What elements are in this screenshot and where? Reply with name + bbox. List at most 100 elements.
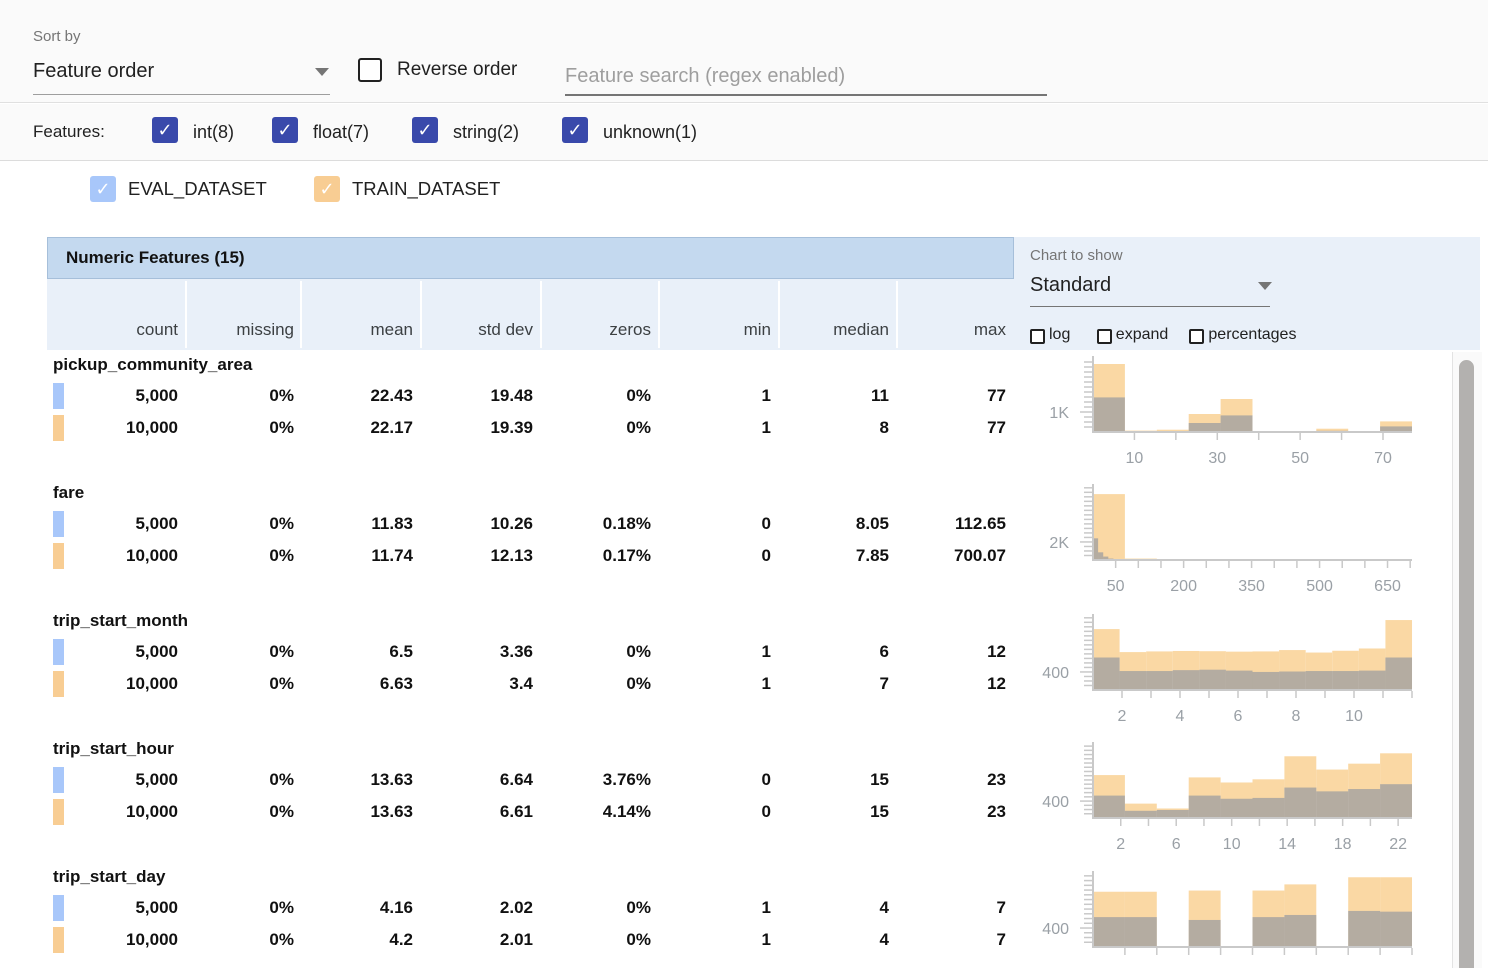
stat-value-mean: 22.17 bbox=[370, 418, 413, 437]
stat-value-missing: 0% bbox=[269, 418, 294, 437]
dataset-marker-eval_dataset bbox=[53, 767, 64, 793]
stat-value-count: 5,000 bbox=[135, 898, 178, 917]
svg-text:10: 10 bbox=[1126, 450, 1144, 467]
svg-text:350: 350 bbox=[1238, 578, 1265, 595]
bar-eval_dataset bbox=[1093, 795, 1125, 818]
bar-eval_dataset bbox=[1188, 423, 1221, 432]
dataset-label: EVAL_DATASET bbox=[128, 178, 267, 199]
chart-option-percentages-checkbox[interactable] bbox=[1189, 329, 1205, 344]
bar-train_dataset bbox=[1093, 494, 1125, 560]
feature-name: pickup_community_area bbox=[53, 355, 253, 374]
column-header-min: min bbox=[743, 320, 771, 339]
feature-type-checkbox-int8[interactable]: ✓ bbox=[152, 117, 178, 143]
scrollbar-thumb[interactable] bbox=[1459, 360, 1474, 968]
svg-text:500: 500 bbox=[1306, 578, 1333, 595]
stat-value-std-dev: 12.13 bbox=[490, 546, 533, 565]
svg-text:8: 8 bbox=[1292, 708, 1301, 725]
stat-value-min: 0 bbox=[761, 546, 771, 565]
stat-value-missing: 0% bbox=[269, 546, 294, 565]
bar-eval_dataset bbox=[1380, 784, 1412, 818]
stat-value-count: 10,000 bbox=[126, 674, 178, 693]
dataset-marker-eval_dataset bbox=[53, 895, 64, 921]
dataset-checkbox-eval_dataset[interactable]: ✓ bbox=[90, 176, 116, 202]
reverse-order-checkbox[interactable] bbox=[358, 58, 382, 82]
dataset-marker-eval_dataset bbox=[53, 511, 64, 537]
stat-value-count: 5,000 bbox=[135, 770, 178, 789]
stat-value-missing: 0% bbox=[269, 674, 294, 693]
bar-eval_dataset bbox=[1332, 671, 1359, 690]
stat-value-missing: 0% bbox=[269, 386, 294, 405]
feature-type-checkbox-string2[interactable]: ✓ bbox=[412, 117, 438, 143]
vertical-scrollbar[interactable] bbox=[1452, 352, 1482, 968]
bar-eval_dataset bbox=[1199, 669, 1226, 690]
stat-value-max: 12 bbox=[987, 674, 1006, 693]
stat-value-mean: 6.63 bbox=[379, 674, 413, 693]
stat-value-std-dev: 6.61 bbox=[499, 802, 533, 821]
stat-value-min: 0 bbox=[761, 514, 771, 533]
stat-value-min: 1 bbox=[761, 674, 771, 693]
column-header-std-dev: std dev bbox=[478, 320, 533, 339]
svg-text:4: 4 bbox=[1176, 708, 1185, 725]
stat-value-min: 1 bbox=[761, 898, 771, 917]
chart-controls-panel: Chart to show Standard log expand percenta… bbox=[1014, 237, 1480, 350]
features-label: Features: bbox=[33, 122, 105, 141]
svg-text:2: 2 bbox=[1116, 836, 1125, 853]
chart-to-show-label: Chart to show bbox=[1030, 247, 1123, 264]
svg-text:200: 200 bbox=[1170, 578, 1197, 595]
stat-value-zeros: 0% bbox=[626, 418, 651, 437]
dataset-checkbox-train_dataset[interactable]: ✓ bbox=[314, 176, 340, 202]
column-header-max: max bbox=[973, 320, 1006, 339]
feature-type-label: unknown(1) bbox=[603, 122, 698, 142]
feature-type-label: string(2) bbox=[453, 122, 520, 142]
feature-order-select[interactable]: Feature order bbox=[33, 55, 330, 95]
svg-text:10: 10 bbox=[1223, 836, 1241, 853]
feature-name: trip_start_month bbox=[53, 611, 189, 630]
svg-text:18: 18 bbox=[1334, 836, 1352, 853]
feature-name: trip_start_day bbox=[53, 867, 166, 886]
stat-value-std-dev: 10.26 bbox=[490, 514, 533, 533]
stat-value-min: 0 bbox=[761, 802, 771, 821]
svg-text:400: 400 bbox=[1042, 794, 1069, 811]
feature-type-checkbox-float7[interactable]: ✓ bbox=[272, 117, 298, 143]
bar-eval_dataset bbox=[1305, 671, 1333, 690]
chart-option-expand-checkbox[interactable] bbox=[1096, 329, 1112, 344]
chart-option-log-checkbox[interactable] bbox=[1030, 329, 1045, 344]
bar-eval_dataset bbox=[1225, 670, 1253, 690]
feature-type-label: float(7) bbox=[313, 122, 370, 142]
column-separator bbox=[300, 281, 302, 348]
stat-value-median: 8 bbox=[879, 418, 889, 437]
column-separator bbox=[896, 281, 898, 348]
chart-type-select[interactable]: Standard bbox=[1030, 272, 1272, 308]
stat-value-max: 112.65 bbox=[954, 514, 1006, 533]
stat-value-median: 8.05 bbox=[855, 514, 889, 533]
feature-search-input[interactable] bbox=[565, 58, 1047, 96]
feature-filters-bar bbox=[0, 104, 1488, 161]
stat-value-missing: 0% bbox=[269, 770, 294, 789]
dataset-marker-train_dataset bbox=[53, 415, 64, 441]
feature-type-checkbox-unknown1[interactable]: ✓ bbox=[562, 117, 588, 143]
stat-value-count: 10,000 bbox=[126, 930, 178, 949]
svg-text:50: 50 bbox=[1291, 450, 1309, 467]
stat-value-std-dev: 19.48 bbox=[490, 386, 533, 405]
stat-value-max: 23 bbox=[987, 770, 1006, 789]
feature-name: fare bbox=[53, 483, 85, 502]
stat-value-median: 4 bbox=[879, 898, 889, 917]
stat-value-zeros: 0.18% bbox=[602, 514, 651, 533]
sort-by-label: Sort by bbox=[33, 28, 81, 45]
histogram-trip_start_month: 400 2 4 6 8 10 bbox=[1042, 614, 1413, 725]
svg-text:400: 400 bbox=[1042, 921, 1069, 938]
feature-type-label: int(8) bbox=[193, 122, 235, 142]
numeric-features-title: Numeric Features (15) bbox=[66, 248, 245, 267]
dataset-marker-train_dataset bbox=[53, 543, 64, 569]
bar-eval_dataset bbox=[1188, 919, 1221, 947]
stat-value-std-dev: 3.4 bbox=[509, 674, 533, 693]
stat-value-median: 6 bbox=[879, 642, 889, 661]
svg-text:22: 22 bbox=[1389, 836, 1407, 853]
select-underline bbox=[33, 94, 330, 95]
svg-text:650: 650 bbox=[1374, 578, 1401, 595]
stat-value-missing: 0% bbox=[269, 642, 294, 661]
bar-eval_dataset bbox=[1385, 657, 1413, 690]
bar-eval_dataset bbox=[1093, 538, 1099, 560]
stat-value-count: 5,000 bbox=[135, 642, 178, 661]
